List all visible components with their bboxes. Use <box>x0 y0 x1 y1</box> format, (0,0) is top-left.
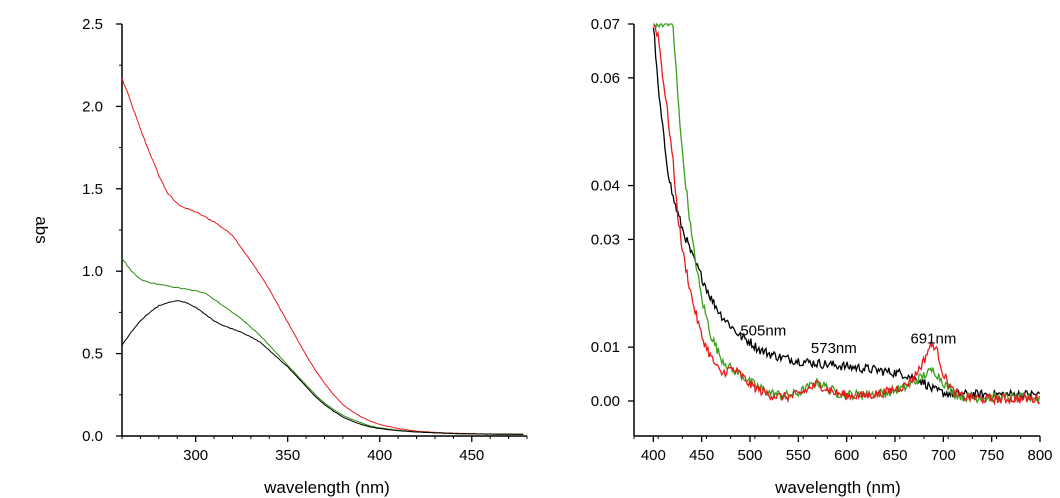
left-y-axis-title: abs <box>32 216 51 243</box>
left-y-ticks: 0.0 0.5 1.0 1.5 2.0 2.5 <box>82 16 122 445</box>
right-y-tick-label: 0.07 <box>591 16 620 33</box>
left-y-tick-label: 0.5 <box>82 346 103 363</box>
left-series-line-2 <box>122 301 523 435</box>
right-x-tick-label: 800 <box>1027 447 1052 464</box>
peak-annotation: 691nm <box>910 330 956 347</box>
left-series-line-1 <box>122 258 523 434</box>
left-x-tick-label: 450 <box>459 447 484 464</box>
right-y-tick-label: 0.06 <box>591 70 620 87</box>
left-chart-panel: 0.0 0.5 1.0 1.5 2.0 2.5 300 350 400 450 abs wave… <box>32 16 527 497</box>
right-x-tick-label: 400 <box>641 447 666 464</box>
left-y-tick-label: 2.0 <box>82 98 103 115</box>
right-x-tick-label: 500 <box>737 447 762 464</box>
left-y-tick-label: 0.0 <box>82 428 103 445</box>
right-annotations: 505nm 573nm 691nm <box>740 322 956 357</box>
left-x-tick-label: 400 <box>367 447 392 464</box>
right-x-ticks: 400 450 500 550 600 650 700 750 800 <box>634 436 1053 464</box>
right-y-tick-label: 0.01 <box>591 339 620 356</box>
left-x-tick-label: 350 <box>275 447 300 464</box>
right-x-tick-label: 700 <box>931 447 956 464</box>
left-series-group <box>122 78 523 434</box>
right-x-tick-label: 650 <box>882 447 907 464</box>
left-y-tick-label: 2.5 <box>82 16 103 33</box>
right-x-tick-label: 550 <box>786 447 811 464</box>
peak-annotation: 573nm <box>811 340 857 357</box>
right-y-ticks: 0.00 0.01 0.03 0.04 0.06 0.07 <box>591 16 634 410</box>
right-x-tick-label: 450 <box>689 447 714 464</box>
right-chart-panel: 0.00 0.01 0.03 0.04 0.06 0.07 400 450 500 550 600… <box>591 16 1053 497</box>
left-x-ticks: 300 350 400 450 <box>122 436 527 464</box>
left-y-tick-label: 1.0 <box>82 263 103 280</box>
right-y-tick-label: 0.04 <box>591 178 620 195</box>
left-x-tick-label: 300 <box>183 447 208 464</box>
left-x-axis-title: wavelength (nm) <box>263 478 390 497</box>
left-y-tick-label: 1.5 <box>82 181 103 198</box>
peak-annotation: 505nm <box>740 322 786 339</box>
left-series-line-0 <box>122 78 523 434</box>
right-x-tick-label: 600 <box>834 447 859 464</box>
right-x-axis-title: wavelength (nm) <box>774 478 901 497</box>
right-x-tick-label: 750 <box>979 447 1004 464</box>
right-y-tick-label: 0.03 <box>591 231 620 248</box>
right-y-tick-label: 0.00 <box>591 393 620 410</box>
